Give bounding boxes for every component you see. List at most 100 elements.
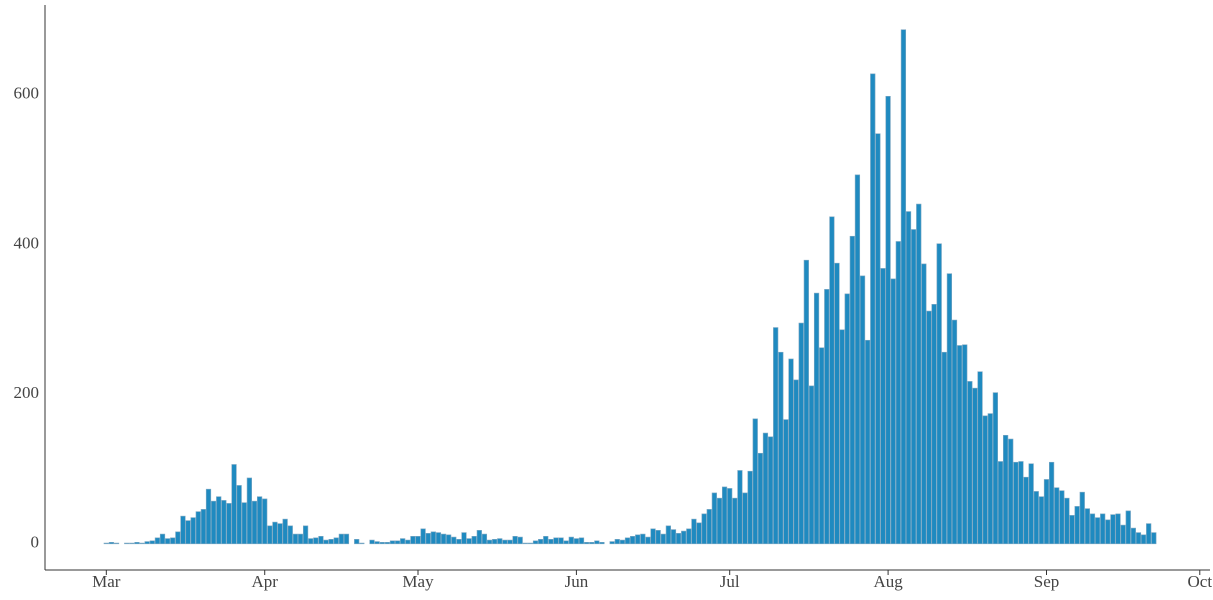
bar	[400, 538, 406, 545]
bar	[323, 539, 329, 545]
bar	[466, 538, 472, 545]
bar	[1028, 463, 1034, 545]
y-tick-label: 0	[31, 533, 40, 552]
bar	[129, 542, 135, 545]
bar	[997, 461, 1004, 545]
bar	[226, 503, 232, 545]
bar	[154, 537, 161, 545]
bar	[1120, 524, 1126, 545]
bar	[170, 537, 176, 545]
bar	[732, 497, 738, 545]
bar	[624, 537, 631, 545]
bar	[369, 539, 375, 545]
bar	[246, 477, 252, 545]
bar	[757, 452, 763, 545]
bar	[410, 536, 416, 545]
bar	[813, 292, 820, 545]
bar	[257, 496, 263, 545]
bar	[282, 518, 288, 545]
bar	[1110, 514, 1116, 545]
bar	[538, 539, 544, 545]
bar	[405, 539, 411, 545]
bar	[354, 539, 360, 545]
bar	[609, 541, 615, 545]
bar	[1033, 491, 1039, 545]
bar	[568, 536, 574, 545]
bar	[440, 533, 447, 545]
bar	[716, 497, 723, 545]
bar	[1064, 497, 1070, 545]
bar	[640, 533, 646, 545]
bar	[747, 470, 753, 545]
bar	[1043, 479, 1050, 545]
bar	[875, 133, 881, 545]
bar	[221, 500, 227, 545]
bar	[522, 542, 528, 545]
bar	[318, 536, 324, 545]
x-tick-label: Jul	[720, 572, 740, 591]
bar	[241, 502, 247, 545]
bar	[711, 492, 717, 545]
bar	[1003, 434, 1009, 545]
bar	[859, 275, 866, 545]
bar	[563, 540, 569, 545]
bar	[977, 371, 983, 545]
bar	[108, 542, 115, 545]
bar	[681, 530, 687, 545]
bar	[548, 539, 554, 545]
bar	[384, 542, 390, 545]
bar	[231, 464, 237, 545]
bar	[706, 509, 712, 545]
bar	[394, 540, 401, 545]
bar	[124, 542, 130, 545]
bar	[1054, 487, 1060, 545]
bar	[1049, 461, 1055, 545]
bar	[149, 540, 155, 545]
x-tick-label: May	[402, 572, 434, 591]
bar	[1151, 532, 1157, 545]
bar	[573, 538, 580, 545]
bar	[931, 304, 937, 545]
bar	[527, 542, 534, 545]
bar	[1089, 513, 1096, 545]
bar	[951, 319, 958, 545]
bar	[824, 289, 830, 545]
bar	[1008, 438, 1014, 545]
bar	[1094, 517, 1101, 545]
bar	[165, 538, 171, 545]
bar	[762, 432, 769, 545]
x-tick-label: Aug	[873, 572, 903, 591]
bar	[308, 538, 314, 545]
bar	[134, 542, 140, 545]
bar	[921, 263, 927, 545]
bar	[1130, 527, 1136, 545]
bar	[972, 387, 978, 545]
y-tick-label: 600	[14, 84, 40, 103]
bar	[594, 540, 600, 545]
bar	[589, 542, 595, 545]
bar	[103, 542, 109, 545]
bar	[844, 293, 850, 545]
bar	[190, 517, 196, 545]
bar	[987, 413, 993, 545]
bar	[359, 542, 365, 545]
bar	[272, 521, 278, 545]
x-tick-label: Jun	[565, 572, 589, 591]
bar	[619, 539, 625, 545]
bar	[481, 533, 488, 545]
bar	[1023, 476, 1029, 545]
bar	[1115, 513, 1121, 545]
bar	[517, 536, 523, 545]
bar	[880, 268, 886, 545]
bar	[721, 486, 728, 545]
bar	[727, 488, 733, 545]
x-tick-label: Sep	[1034, 572, 1060, 591]
bar	[1105, 519, 1111, 545]
bar	[962, 344, 968, 545]
bar	[1038, 496, 1044, 545]
bar	[512, 536, 518, 545]
bar	[584, 542, 590, 545]
bar	[1079, 491, 1085, 545]
bar	[946, 273, 953, 545]
